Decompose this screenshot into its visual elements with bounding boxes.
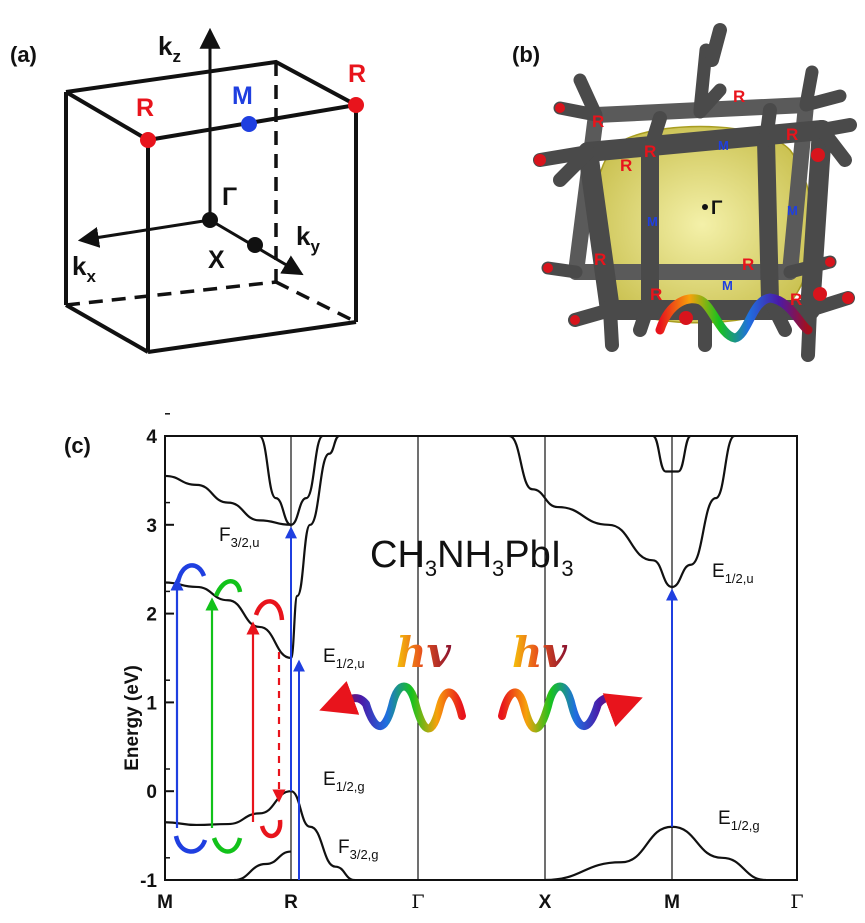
panel-c: (c) Energy (eV) -1 0 1 2 3 4 M R Γ X M Γ CH3NH3PbI… (64, 413, 804, 913)
band-line (652, 436, 692, 473)
r-point-right (348, 97, 364, 113)
x-point (247, 237, 263, 253)
r-point-left (140, 132, 156, 148)
state-label-f32u: F3/2,u (219, 525, 260, 550)
compound-formula: CH3NH3PbI3 (370, 534, 574, 581)
cube-edge (147, 320, 357, 354)
b-r-labels: R R R R R R R R R (592, 87, 802, 309)
band-line (165, 790, 292, 827)
m-point (241, 116, 257, 132)
x-label: X (208, 246, 225, 274)
y-tick-label: -1 (140, 871, 157, 892)
photon-label-right: hv (512, 628, 568, 677)
y-tick-label: 0 (146, 782, 157, 803)
photon-wave-right (498, 682, 628, 733)
k-axes (77, 27, 304, 276)
x-tick-label: M (157, 892, 173, 913)
state-label-e12g-m: E1/2,g (718, 808, 760, 833)
panel-a: (a) kz kx ky R R M (10, 27, 366, 354)
y-tick-label: 1 (146, 693, 157, 714)
y-ticks: -1 0 1 2 3 4 (140, 413, 174, 892)
m-label: M (232, 82, 253, 110)
x-tick-label: R (284, 892, 298, 913)
band-line (544, 825, 766, 880)
y-tick-label: 4 (146, 427, 157, 448)
state-label-f32g: F3/2,g (338, 837, 379, 862)
band-line (165, 581, 292, 660)
svg-text:R: R (650, 285, 662, 304)
photon-arrow-left (319, 681, 360, 715)
svg-text:M: M (787, 203, 798, 218)
svg-text:R: R (620, 156, 632, 175)
band-lines (165, 436, 766, 880)
optical-transitions (285, 526, 678, 880)
band-line (508, 436, 736, 589)
plot-frame (164, 435, 798, 881)
photon-arrow-right (602, 693, 643, 727)
b-gamma-dot (702, 204, 708, 210)
panel-b: (b) R R (512, 23, 857, 362)
kx-axis (77, 218, 211, 248)
cube-hidden-edges (65, 62, 357, 324)
rainbow-path (655, 293, 813, 343)
band-line (165, 474, 292, 526)
svg-text:M: M (722, 278, 733, 293)
svg-text:R: R (742, 255, 754, 274)
red-tube-ends (534, 103, 854, 325)
r-label-right: R (348, 60, 366, 88)
y-tick-label: 3 (146, 516, 157, 537)
y-axis-label: Energy (eV) (122, 665, 143, 771)
x-tick-label: Γ (790, 891, 803, 913)
x-tick-label: M (664, 892, 680, 913)
r-label-left: R (136, 94, 154, 122)
panel-c-label: (c) (64, 433, 91, 458)
panel-b-label: (b) (512, 42, 540, 67)
band-line (290, 790, 355, 880)
band-line (234, 850, 292, 880)
svg-text:R: R (790, 290, 802, 309)
svg-text:R: R (594, 250, 606, 269)
photon-label-left: hv (396, 628, 452, 677)
svg-text:R: R (592, 112, 604, 131)
panel-a-label: (a) (10, 42, 37, 67)
state-label-e12u-m: E1/2,u (712, 561, 754, 586)
svg-text:R: R (644, 142, 656, 161)
photon-wave-left (332, 682, 466, 733)
cube-edge (65, 303, 149, 354)
band-line (289, 436, 340, 660)
svg-text:M: M (718, 138, 729, 153)
gamma-label: Γ (222, 183, 237, 211)
gamma-point (202, 212, 218, 228)
b-m-labels: M M M M (647, 138, 798, 293)
svg-text:R: R (786, 125, 798, 144)
svg-text:R: R (733, 87, 745, 106)
band-line (258, 436, 324, 526)
left-transition-arrows (170, 563, 286, 854)
y-tick-label: 2 (146, 605, 157, 626)
b-gamma-label: Γ (711, 198, 723, 219)
kz-label: kz (158, 31, 181, 66)
ky-label: ky (296, 221, 320, 256)
kx-label: kx (72, 251, 96, 286)
x-tick-label: Γ (411, 891, 424, 913)
x-tick-label: X (539, 892, 552, 913)
state-label-e12g-r: E1/2,g (323, 769, 365, 794)
svg-text:M: M (647, 214, 658, 229)
state-label-e12u-r: E1/2,u (323, 646, 365, 671)
